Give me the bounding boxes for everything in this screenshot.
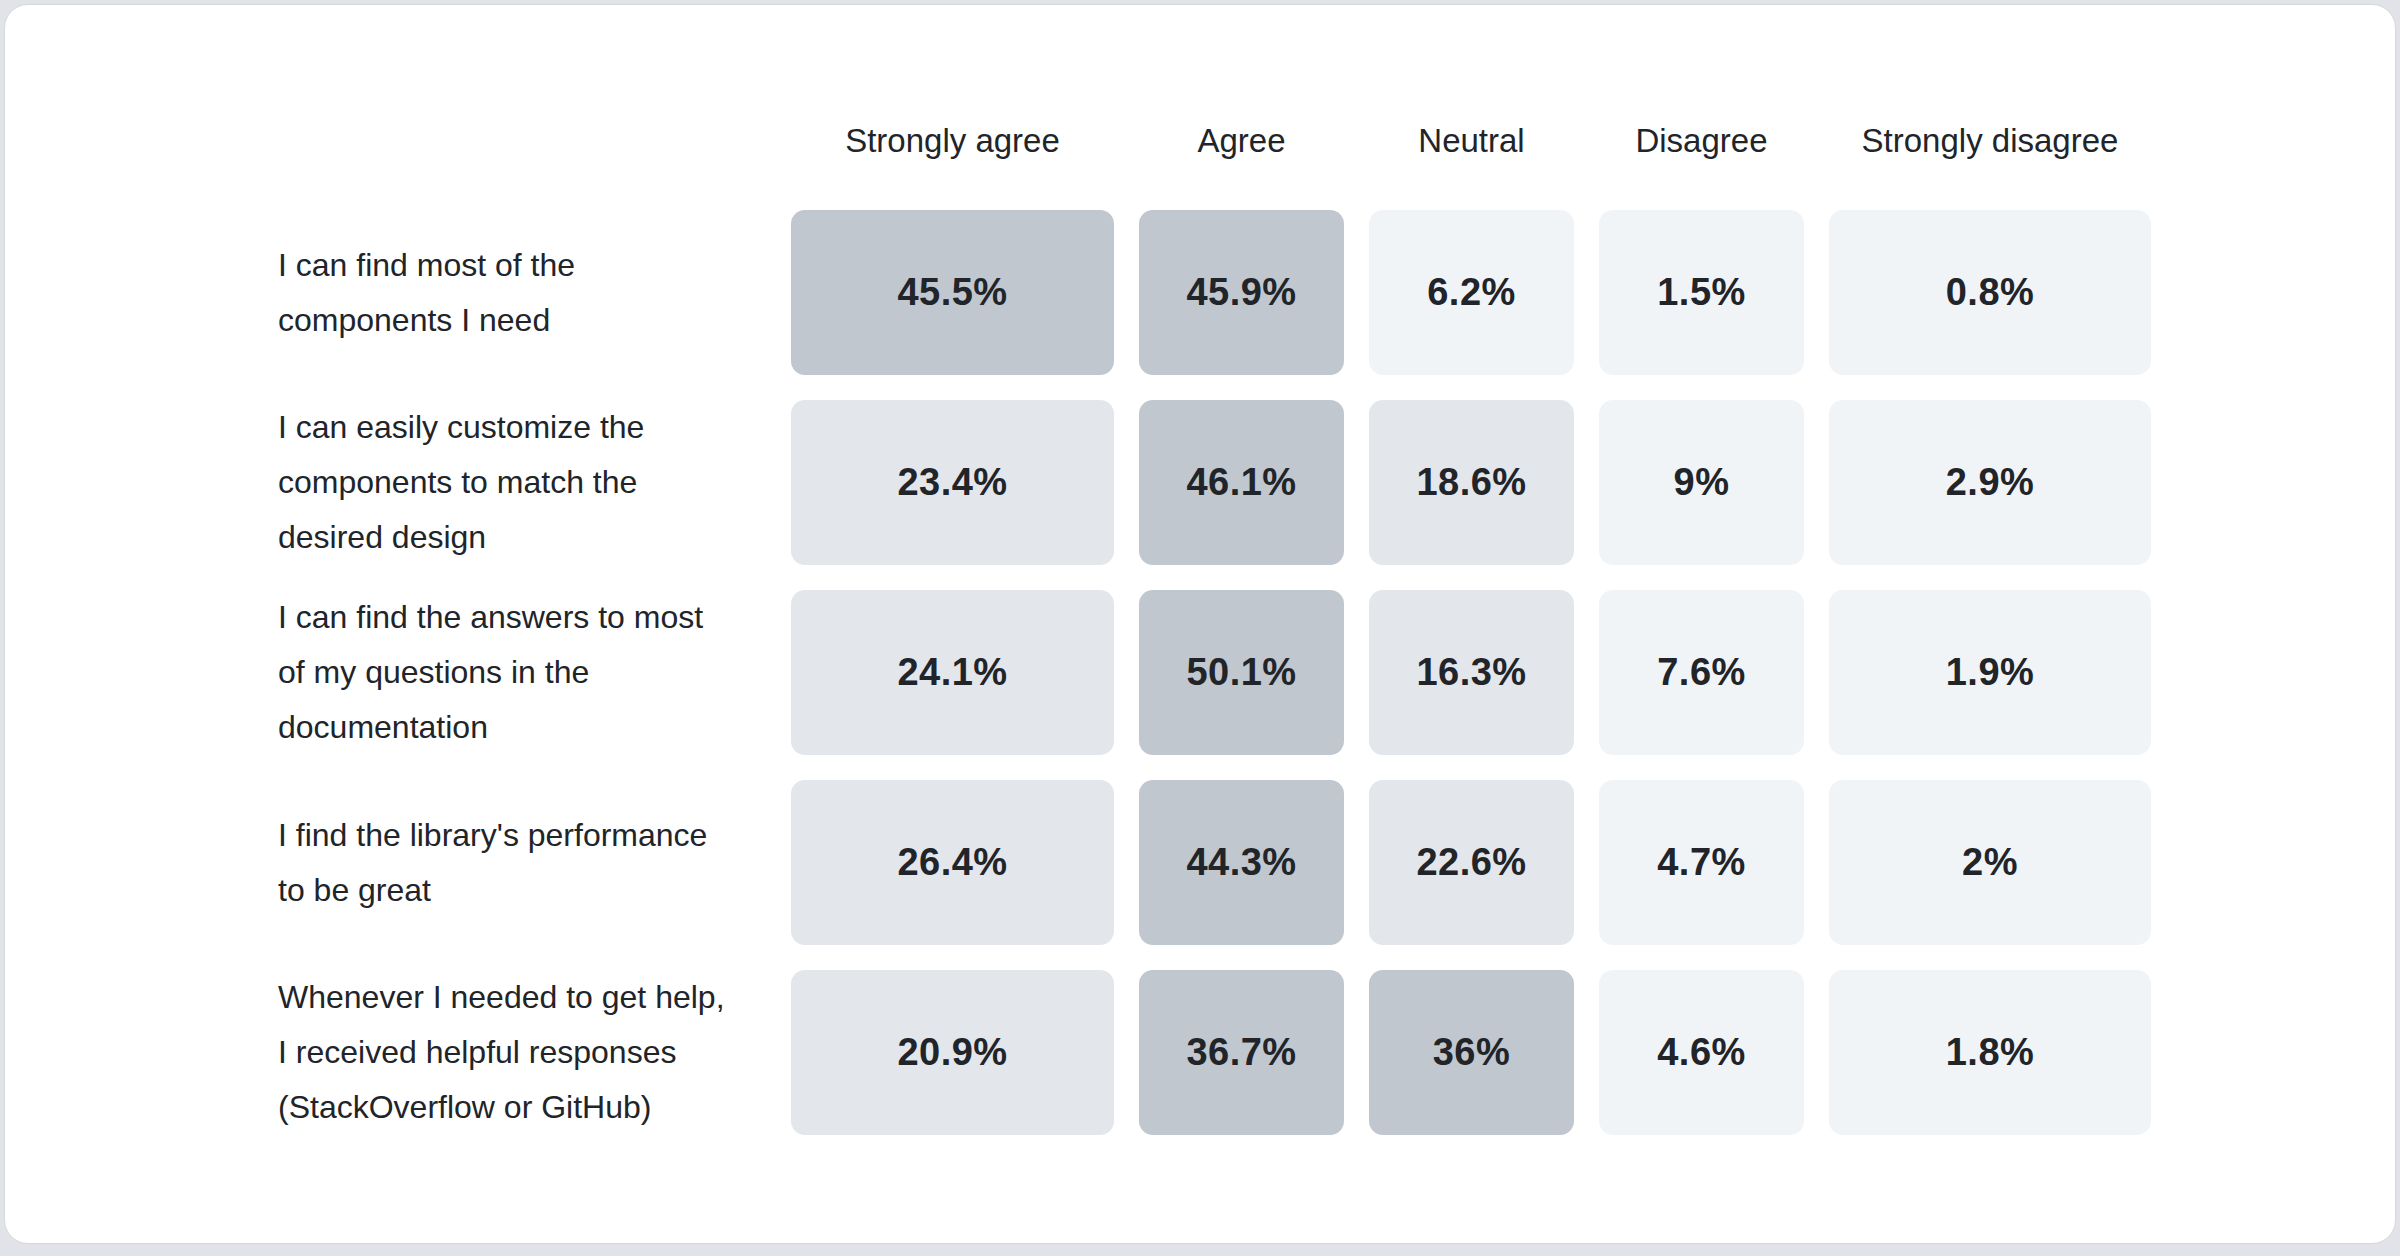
column-header-strongly-agree: Strongly agree [791, 121, 1114, 185]
heatmap-cell: 44.3% [1139, 780, 1344, 945]
row-label: I find the library's performance to be g… [278, 780, 766, 945]
row-label: Whenever I needed to get help, I receive… [278, 970, 766, 1135]
row-label: I can easily customize the components to… [278, 400, 766, 565]
column-header-neutral: Neutral [1369, 121, 1574, 185]
heatmap-cell: 2% [1829, 780, 2151, 945]
heatmap-cell: 16.3% [1369, 590, 1574, 755]
heatmap-cell: 36.7% [1139, 970, 1344, 1135]
heatmap-cell: 2.9% [1829, 400, 2151, 565]
column-header-strongly-disagree: Strongly disagree [1829, 121, 2151, 185]
survey-card: Strongly agree Agree Neutral Disagree St… [4, 4, 2396, 1244]
corner-spacer [278, 121, 766, 185]
heatmap-cell: 36% [1369, 970, 1574, 1135]
heatmap-cell: 20.9% [791, 970, 1114, 1135]
row-label: I can find the answers to most of my que… [278, 590, 766, 755]
heatmap-cell: 9% [1599, 400, 1804, 565]
heatmap-cell: 50.1% [1139, 590, 1344, 755]
heatmap-cell: 23.4% [791, 400, 1114, 565]
heatmap-cell: 1.9% [1829, 590, 2151, 755]
heatmap-cell: 45.5% [791, 210, 1114, 375]
column-header-agree: Agree [1139, 121, 1344, 185]
heatmap-cell: 45.9% [1139, 210, 1344, 375]
column-header-disagree: Disagree [1599, 121, 1804, 185]
row-label: I can find most of the components I need [278, 210, 766, 375]
heatmap-cell: 22.6% [1369, 780, 1574, 945]
heatmap-grid: Strongly agree Agree Neutral Disagree St… [278, 121, 2151, 1135]
heatmap-cell: 24.1% [791, 590, 1114, 755]
heatmap-cell: 6.2% [1369, 210, 1574, 375]
heatmap-cell: 46.1% [1139, 400, 1344, 565]
heatmap-cell: 26.4% [791, 780, 1114, 945]
heatmap-cell: 1.5% [1599, 210, 1804, 375]
heatmap-cell: 4.6% [1599, 970, 1804, 1135]
heatmap-cell: 4.7% [1599, 780, 1804, 945]
heatmap-cell: 7.6% [1599, 590, 1804, 755]
heatmap-cell: 1.8% [1829, 970, 2151, 1135]
heatmap-cell: 0.8% [1829, 210, 2151, 375]
heatmap-cell: 18.6% [1369, 400, 1574, 565]
